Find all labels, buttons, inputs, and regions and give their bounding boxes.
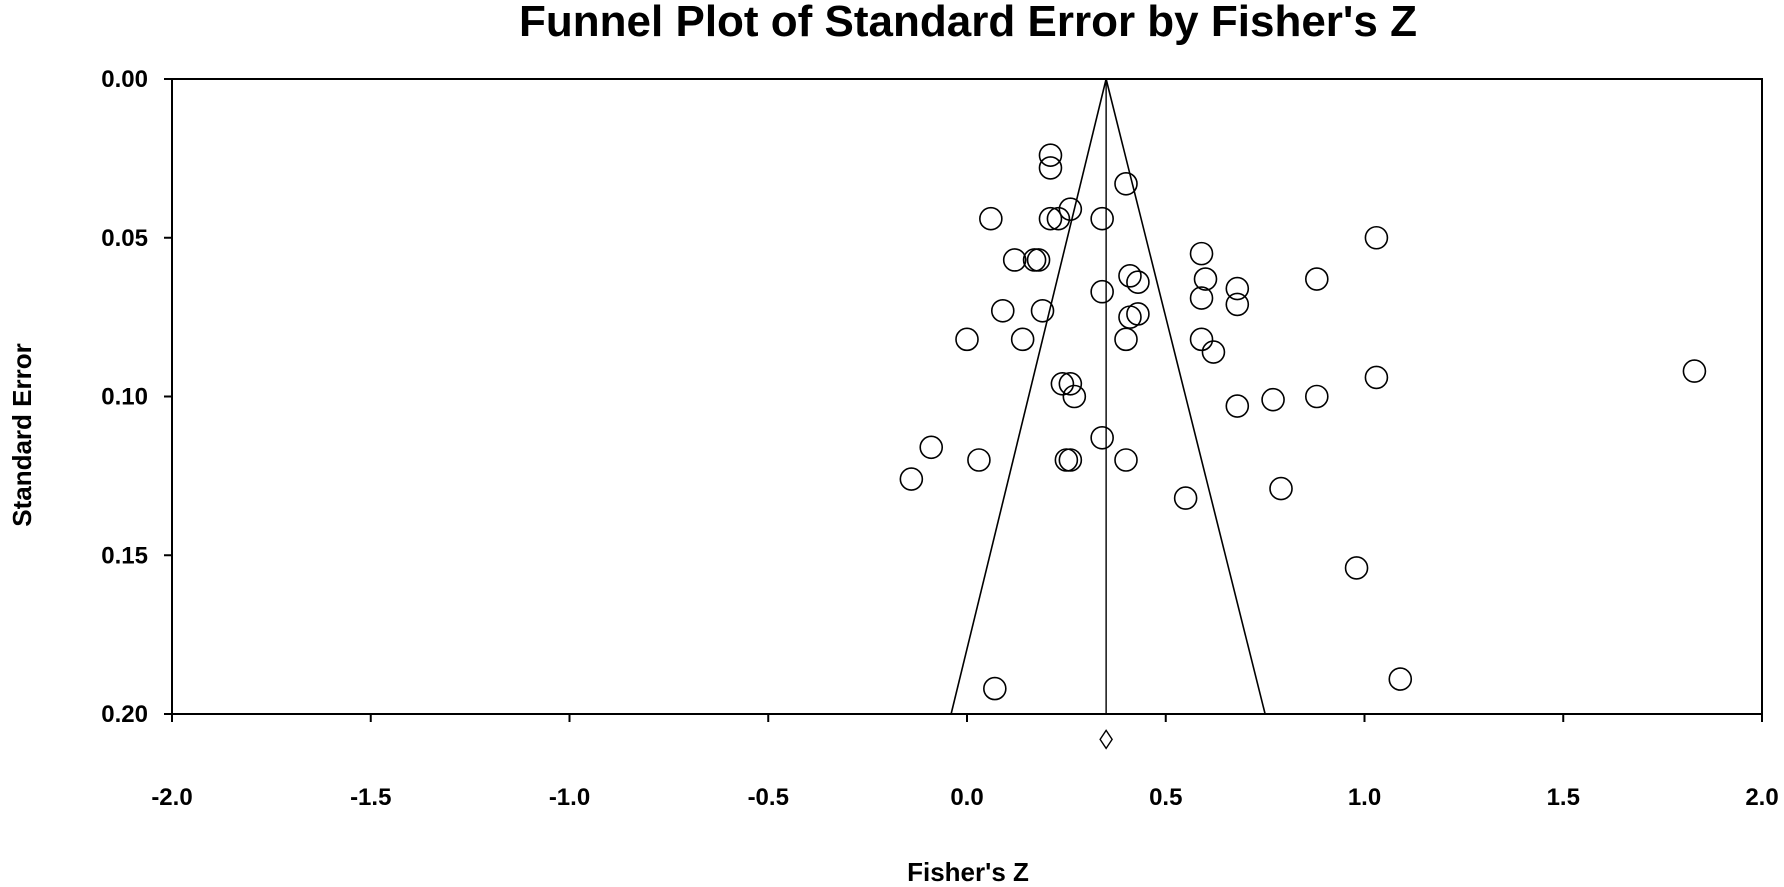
study-point (919, 435, 944, 460)
plot-area-frame (171, 78, 1763, 715)
study-point (1090, 425, 1114, 450)
study-point (1269, 476, 1293, 501)
study-point (1038, 143, 1063, 167)
y-tick-label: 0.20 (101, 701, 148, 728)
study-point (1010, 327, 1035, 352)
x-axis-title: Fisher's Z (907, 857, 1029, 887)
study-point (1126, 270, 1150, 295)
funnel-lines (950, 78, 1266, 715)
study-point (1118, 305, 1142, 329)
y-axis-title: Standard Error (7, 343, 37, 527)
x-tick-label: 1.5 (1547, 784, 1580, 811)
summary-diamond-layer (1099, 729, 1113, 750)
x-tick-label: 0.5 (1149, 784, 1182, 811)
study-point (899, 467, 924, 491)
study-point (1189, 286, 1214, 310)
x-tick-label: -1.0 (549, 784, 590, 811)
x-tick-label: -0.5 (748, 784, 789, 811)
summary-diamond (1099, 729, 1113, 750)
funnel-left-line (950, 78, 1107, 715)
x-tick-label: -2.0 (151, 784, 192, 811)
study-point (1225, 394, 1250, 418)
study-point (1305, 267, 1329, 291)
study-point (1225, 292, 1250, 317)
x-axis-ticks: -2.0 -1.5 -1.0 -0.5 0.0 0.5 1.0 1.5 2.0 (151, 714, 1779, 811)
x-tick-label: 0.0 (950, 784, 983, 811)
study-point (1261, 387, 1285, 412)
study-point (1038, 206, 1063, 231)
study-point (1026, 248, 1051, 272)
study-point (1344, 556, 1369, 580)
study-point (1305, 384, 1329, 409)
study-point (1225, 276, 1250, 301)
study-point (1114, 448, 1138, 472)
funnel-right-line (1105, 78, 1266, 715)
study-point (990, 298, 1015, 323)
study-point (1090, 206, 1114, 231)
study-point (967, 448, 991, 472)
study-point (1090, 279, 1114, 304)
study-point (1050, 371, 1075, 396)
study-point (1114, 327, 1138, 352)
y-tick-label: 0.15 (101, 542, 148, 569)
study-point (1173, 486, 1198, 510)
study-point (1189, 241, 1214, 266)
study-point (1058, 197, 1083, 221)
study-point (1364, 225, 1389, 250)
study-point (1193, 267, 1218, 291)
study-point (1201, 340, 1226, 364)
study-point (1046, 206, 1071, 231)
study-point (1062, 384, 1087, 409)
x-tick-label: 2.0 (1745, 784, 1778, 811)
study-point (979, 206, 1003, 231)
x-tick-label: -1.5 (350, 784, 391, 811)
study-points (899, 143, 1707, 701)
study-point (1038, 156, 1063, 180)
y-tick-label: 0.00 (101, 66, 148, 93)
study-point (1682, 359, 1707, 383)
y-tick-label: 0.05 (101, 225, 148, 252)
study-point (1364, 365, 1389, 390)
study-point (1114, 171, 1138, 196)
x-tick-label: 1.0 (1348, 784, 1381, 811)
study-point (1388, 667, 1413, 691)
chart-title: Funnel Plot of Standard Error by Fisher'… (519, 0, 1417, 46)
y-axis-ticks: 0.00 0.05 0.10 0.15 0.20 (101, 66, 172, 728)
study-point (1189, 327, 1214, 352)
y-tick-label: 0.10 (101, 384, 148, 411)
study-point (1058, 371, 1083, 396)
study-point (1030, 298, 1055, 323)
study-point (1058, 448, 1083, 472)
study-point (1118, 264, 1142, 288)
study-point (983, 676, 1007, 701)
study-point (955, 327, 979, 352)
study-point (1002, 248, 1027, 272)
